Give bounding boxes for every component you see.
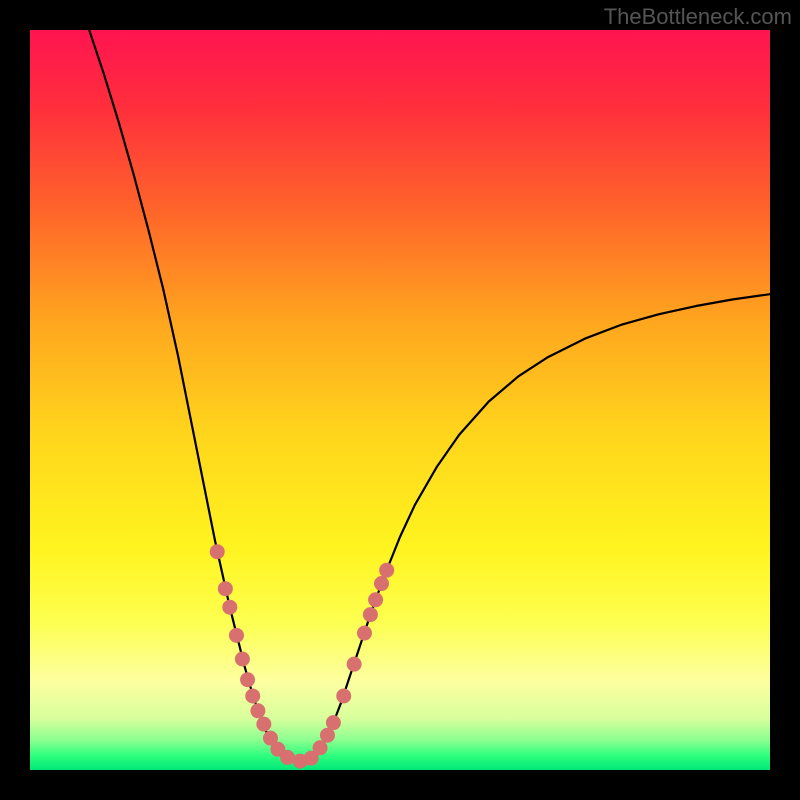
data-marker: [320, 728, 334, 742]
data-marker: [223, 600, 237, 614]
data-marker: [369, 593, 383, 607]
data-marker: [375, 577, 389, 591]
data-marker: [257, 717, 271, 731]
data-marker: [281, 750, 295, 764]
data-marker: [229, 628, 243, 642]
data-marker: [251, 704, 265, 718]
data-marker: [326, 716, 340, 730]
data-marker: [235, 652, 249, 666]
data-marker: [363, 608, 377, 622]
data-marker: [313, 741, 327, 755]
chart-svg: [30, 30, 770, 770]
bottleneck-chart: [30, 30, 770, 770]
data-marker: [210, 545, 224, 559]
data-marker: [357, 626, 371, 640]
data-marker: [218, 582, 232, 596]
data-marker: [246, 689, 260, 703]
data-marker: [241, 673, 255, 687]
watermark-text: TheBottleneck.com: [604, 4, 792, 30]
data-marker: [380, 563, 394, 577]
data-marker: [337, 689, 351, 703]
data-marker: [347, 657, 361, 671]
chart-background: [30, 30, 770, 770]
